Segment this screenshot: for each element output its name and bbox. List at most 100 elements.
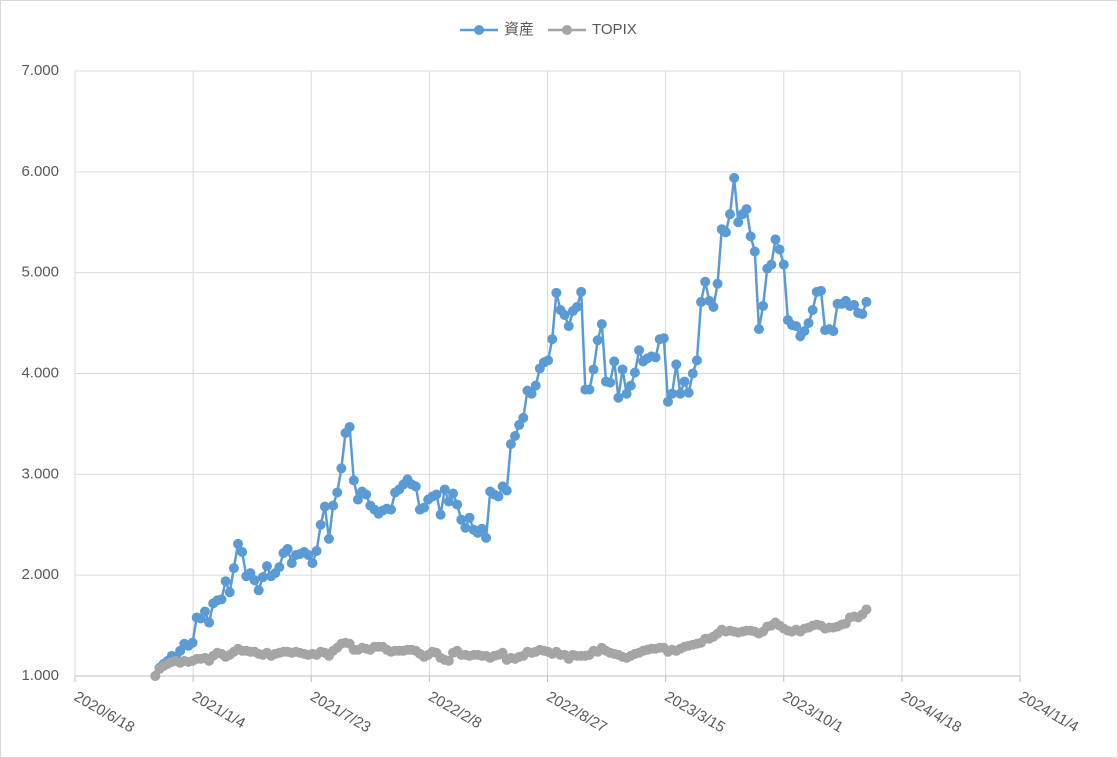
point: [435, 509, 446, 520]
point: [319, 501, 330, 512]
point: [605, 377, 616, 388]
point: [543, 355, 554, 366]
point: [216, 594, 227, 605]
point: [559, 310, 570, 321]
point: [464, 512, 475, 523]
y-tick-label: 3.000: [21, 465, 59, 482]
point: [778, 259, 789, 270]
point: [282, 543, 293, 554]
point: [303, 550, 314, 560]
point: [481, 532, 492, 543]
point: [563, 321, 574, 332]
point: [253, 585, 264, 596]
point: [361, 489, 372, 500]
point: [741, 204, 752, 215]
point: [634, 345, 645, 356]
point: [476, 523, 487, 534]
point: [803, 318, 814, 329]
legend-marker: [474, 25, 484, 35]
point: [687, 368, 698, 379]
point: [745, 231, 756, 242]
point: [770, 234, 781, 245]
point: [518, 412, 529, 423]
point: [691, 355, 702, 366]
point: [332, 487, 343, 498]
point: [766, 259, 777, 270]
point: [187, 637, 198, 648]
point: [849, 299, 860, 310]
point: [758, 300, 769, 311]
point: [493, 491, 504, 502]
point: [323, 533, 334, 544]
point: [348, 475, 359, 486]
point: [708, 301, 719, 312]
point: [621, 388, 632, 399]
point: [749, 246, 760, 257]
point: [576, 286, 587, 297]
legend-label: TOPIX: [592, 21, 637, 38]
point: [725, 209, 736, 220]
point: [410, 481, 421, 492]
y-tick-label: 4.000: [21, 364, 59, 381]
point: [572, 301, 583, 312]
y-tick-label: 5.000: [21, 264, 59, 281]
point: [510, 431, 521, 442]
point: [551, 287, 562, 298]
point: [861, 604, 872, 615]
point: [861, 296, 872, 307]
point: [233, 538, 244, 549]
point: [650, 352, 661, 363]
point: [286, 558, 297, 569]
point: [344, 421, 355, 432]
point: [609, 356, 620, 367]
point: [799, 326, 810, 337]
point: [307, 558, 318, 569]
point: [315, 519, 326, 530]
point: [274, 562, 285, 573]
point: [629, 367, 640, 378]
point: [228, 563, 239, 574]
point: [501, 485, 512, 496]
point: [617, 364, 628, 375]
point: [311, 545, 322, 556]
point: [452, 499, 463, 510]
point: [456, 514, 467, 525]
y-tick-label: 7.000: [21, 62, 59, 79]
point: [729, 172, 740, 183]
point: [431, 489, 442, 500]
point: [613, 392, 624, 403]
y-tick-label: 1.000: [21, 667, 59, 684]
point: [448, 488, 458, 499]
point: [662, 396, 673, 407]
point: [815, 285, 826, 296]
point: [385, 504, 396, 515]
point: [257, 572, 268, 583]
point: [526, 388, 537, 399]
point: [439, 484, 450, 495]
point: [249, 575, 260, 586]
point: [530, 380, 541, 391]
point: [712, 278, 723, 289]
point: [774, 244, 785, 255]
point: [625, 380, 636, 391]
point: [658, 333, 669, 344]
point: [733, 217, 744, 228]
point: [505, 439, 516, 450]
point: [857, 309, 868, 320]
point: [224, 587, 235, 598]
point: [237, 546, 248, 557]
point: [667, 388, 678, 399]
point: [807, 304, 818, 315]
point: [596, 319, 607, 330]
point: [720, 227, 731, 238]
point: [584, 384, 595, 395]
point: [675, 388, 686, 399]
point: [443, 496, 454, 507]
y-tick-label: 2.000: [21, 566, 59, 583]
point: [199, 606, 210, 617]
point: [679, 376, 690, 387]
point: [588, 364, 599, 375]
point: [419, 502, 430, 513]
legend-label: 資産: [504, 21, 534, 38]
